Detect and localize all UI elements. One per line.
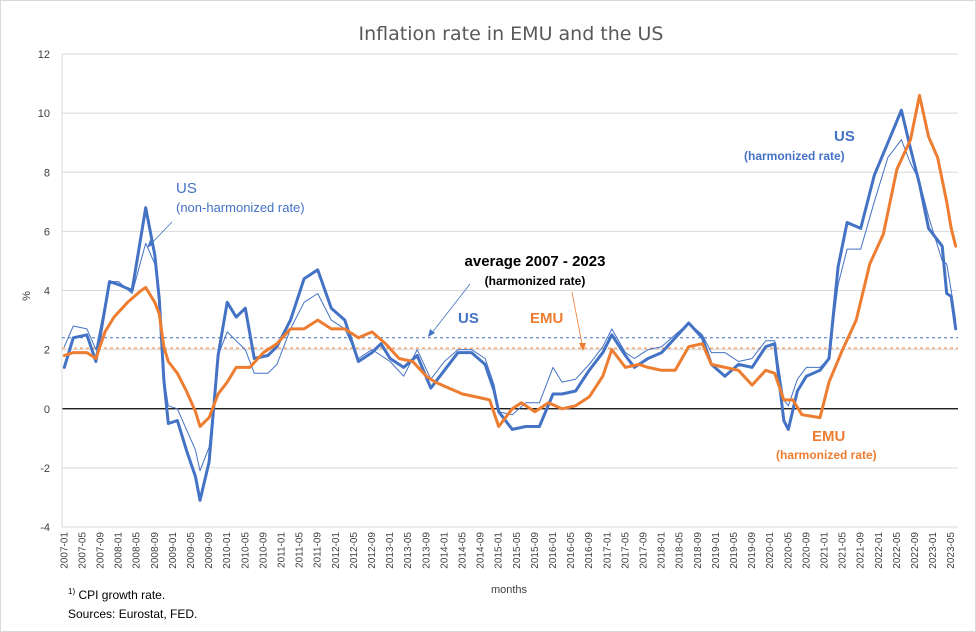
x-tick-label: 2013-01 (385, 532, 396, 569)
y-tick-label: 4 (44, 286, 50, 298)
x-tick-label: 2008-05 (132, 532, 143, 569)
x-tick-label: 2021-05 (838, 532, 849, 569)
x-tick-label: 2022-09 (910, 532, 921, 569)
y-axis-label: % (21, 291, 33, 301)
us-mid-label: US (458, 310, 479, 327)
x-tick-label: 2009-01 (168, 532, 179, 569)
us-harmonized-label: US (834, 128, 855, 145)
x-tick-label: 2008-09 (150, 532, 161, 569)
x-tick-label: 2021-01 (820, 532, 831, 569)
x-tick-label: 2019-01 (711, 532, 722, 569)
y-tick-label: 2 (44, 345, 50, 357)
average-us-arrow (430, 283, 471, 335)
emu-mid-label: EMU (530, 310, 563, 327)
us-non-harmonized-arrowhead (147, 240, 154, 248)
x-axis-label: months (491, 584, 528, 596)
x-tick-label: 2008-01 (114, 532, 125, 569)
x-tick-label: 2020-09 (801, 532, 812, 569)
series-lines (62, 93, 958, 502)
average-emu-arrow (571, 291, 583, 345)
x-tick-label: 2007-09 (95, 532, 106, 569)
x-tick-label: 2013-05 (403, 532, 414, 569)
x-tick-label: 2010-01 (222, 532, 233, 569)
gridlines (61, 53, 958, 528)
average-us-arrowhead (428, 329, 435, 337)
average-lines (62, 337, 958, 349)
x-tick-label: 2007-05 (77, 532, 88, 569)
x-tick-label: 2009-05 (186, 532, 197, 569)
emu-harmonized-sublabel: (harmonized rate) (776, 448, 877, 462)
us-non-harmonized-sublabel: (non-harmonized rate) (176, 200, 305, 215)
x-tick-label: 2015-09 (530, 532, 541, 569)
us-harmonized-sublabel: (harmonized rate) (744, 149, 845, 163)
footnote-cpi: 1) CPI growth rate. (68, 587, 165, 602)
x-tick-label: 2018-01 (657, 532, 668, 569)
x-tick-label: 2022-05 (892, 532, 903, 569)
x-tick-label: 2007-01 (59, 532, 70, 569)
x-tick-label: 2016-05 (566, 532, 577, 569)
x-tick-label: 2011-09 (313, 532, 324, 568)
x-tick-label: 2023-01 (928, 532, 939, 569)
footnote-text: CPI growth rate. (75, 588, 166, 602)
us-non-harmonized-label: US (176, 180, 197, 197)
series-line-emu-harmonized-rate (62, 93, 958, 428)
y-tick-labels: -4 -2 0 2 4 6 8 10 12 (38, 49, 50, 534)
y-tick-label: -2 (40, 463, 50, 475)
x-tick-label: 2019-05 (729, 532, 740, 569)
x-tick-label: 2016-09 (584, 532, 595, 569)
x-tick-label: 2017-01 (602, 532, 613, 569)
x-tick-label: 2013-09 (421, 532, 432, 569)
chart-title: Inflation rate in EMU and the US (358, 23, 663, 45)
x-tick-label: 2014-09 (476, 532, 487, 569)
x-tick-label: 2017-05 (620, 532, 631, 569)
x-tick-label: 2019-09 (747, 532, 758, 569)
x-tick-label: 2010-09 (258, 532, 269, 569)
x-tick-label: 2012-09 (367, 532, 378, 569)
average-label: average 2007 - 2023 (465, 253, 606, 270)
x-tick-label: 2016-01 (548, 532, 559, 569)
x-tick-label: 2010-05 (240, 532, 251, 569)
y-tick-label: 8 (44, 167, 50, 179)
x-tick-label: 2020-01 (765, 532, 776, 569)
x-tick-label: 2009-09 (204, 532, 215, 569)
x-tick-label: 2022-01 (874, 532, 885, 569)
footnote-marker: 1) (68, 587, 76, 596)
emu-harmonized-label: EMU (812, 428, 845, 445)
x-tick-label: 2023-05 (946, 532, 957, 569)
x-tick-label: 2015-05 (512, 532, 523, 569)
average-emu-arrowhead (579, 343, 586, 351)
y-tick-label: 12 (38, 49, 50, 61)
y-tick-label: 6 (44, 226, 50, 238)
x-tick-label: 2015-01 (494, 532, 505, 569)
x-tick-labels: 2007-01 2007-05 2007-09 2008-01 2008-05 2008-… (59, 532, 957, 569)
average-sublabel: (harmonized rate) (485, 274, 586, 288)
x-tick-label: 2014-01 (439, 532, 450, 569)
x-tick-label: 2017-09 (638, 532, 649, 569)
x-tick-label: 2011-01 (276, 532, 287, 568)
y-tick-label: 0 (44, 404, 50, 416)
x-tick-label: 2021-09 (856, 532, 867, 569)
footnote-sources: Sources: Eurostat, FED. (68, 607, 198, 621)
x-tick-label: 2020-05 (783, 532, 794, 569)
x-tick-label: 2018-05 (675, 532, 686, 569)
x-tick-label: 2012-01 (331, 532, 342, 569)
series-line-us-harmonized-rate (62, 108, 958, 502)
x-tick-label: 2014-05 (457, 532, 468, 569)
x-tick-label: 2018-09 (693, 532, 704, 569)
x-tick-label: 2012-05 (349, 532, 360, 569)
y-tick-label: -4 (40, 522, 50, 534)
y-tick-label: 10 (38, 108, 50, 120)
x-tick-label: 2011-05 (295, 532, 306, 568)
us-non-harmonized-arrow (148, 221, 173, 247)
